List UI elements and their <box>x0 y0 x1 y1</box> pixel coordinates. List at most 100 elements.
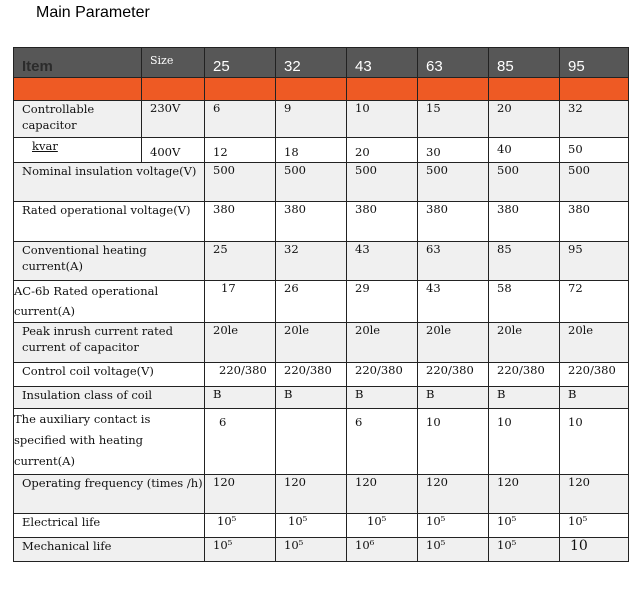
operational-voltage-label: Rated operational voltage(V) <box>13 201 205 242</box>
coil-voltage-label: Control coil voltage(V) <box>13 362 205 387</box>
capacitor-230v-value: 9 <box>275 100 347 138</box>
insulation-voltage-value: 500 <box>275 162 347 202</box>
operational-voltage-value: 380 <box>275 201 347 242</box>
mechanical-life-value: 10⁵ <box>488 537 560 562</box>
coil-insulation-value: B <box>275 386 347 409</box>
auxiliary-contact-value: 10 <box>417 408 489 475</box>
coil-insulation-value: B <box>204 386 276 409</box>
auxiliary-contact-value: 10 <box>488 408 560 475</box>
operational-voltage-value: 380 <box>559 201 629 242</box>
operating-frequency-value: 120 <box>488 474 560 514</box>
mechanical-life-row: Mechanical life 10⁵ 10⁵ 10⁶ 10⁵ 10⁵ 10 <box>13 537 629 562</box>
header-row: Item Size 25 32 43 63 85 95 <box>13 47 629 78</box>
capacitor-230v-value: 6 <box>204 100 276 138</box>
item-header: Item <box>13 47 142 78</box>
coil-voltage-value: 220/380 <box>204 362 276 387</box>
capacitor-400v-row: kvar 400V 12 18 20 30 40 50 <box>13 137 629 163</box>
capacitor-230v-row: Controllable capacitor 230V 6 9 10 15 20… <box>13 100 629 138</box>
ac6b-current-value: 17 <box>204 280 276 323</box>
operating-frequency-value: 120 <box>559 474 629 514</box>
peak-inrush-value: 20le <box>275 322 347 363</box>
operating-frequency-label: Operating frequency (times /h) <box>13 474 205 514</box>
capacitor-230v-label: 230V <box>141 100 205 138</box>
operational-voltage-row: Rated operational voltage(V) 380 380 380… <box>13 201 629 242</box>
mechanical-life-value: 10⁵ <box>204 537 276 562</box>
ac6b-current-value: 26 <box>275 280 347 323</box>
peak-inrush-row: Peak inrush current rated current of cap… <box>13 322 629 363</box>
capacitor-230v-value: 15 <box>417 100 489 138</box>
page-title: Main Parameter <box>36 4 150 21</box>
auxiliary-contact-row: The auxiliary contact is specified with … <box>13 408 629 475</box>
coil-voltage-value: 220/380 <box>346 362 418 387</box>
heating-current-value: 63 <box>417 241 489 281</box>
operational-voltage-value: 380 <box>346 201 418 242</box>
coil-voltage-row: Control coil voltage(V) 220/380 220/380 … <box>13 362 629 387</box>
coil-voltage-value: 220/380 <box>559 362 629 387</box>
operational-voltage-value: 380 <box>204 201 276 242</box>
heating-current-value: 25 <box>204 241 276 281</box>
main-parameter-table: Item Size 25 32 43 63 85 95 Controllable… <box>13 47 629 562</box>
capacitor-label: Controllable capacitor <box>13 100 142 138</box>
coil-voltage-value: 220/380 <box>417 362 489 387</box>
insulation-voltage-value: 500 <box>488 162 560 202</box>
size-header: Size <box>141 47 205 78</box>
size-43-header: 43 <box>346 47 418 78</box>
ac6b-current-value: 72 <box>559 280 629 323</box>
ac6b-current-label: AC-6b Rated operational current(A) <box>13 280 205 323</box>
peak-inrush-label: Peak inrush current rated current of cap… <box>13 322 205 363</box>
auxiliary-contact-label: The auxiliary contact is specified with … <box>13 408 205 475</box>
heating-current-label: Conventional heating current(A) <box>13 241 205 281</box>
operating-frequency-value: 120 <box>346 474 418 514</box>
ac6b-current-value: 58 <box>488 280 560 323</box>
mechanical-life-value: 10⁵ <box>417 537 489 562</box>
mechanical-life-value: 10⁶ <box>346 537 418 562</box>
operating-frequency-row: Operating frequency (times /h) 120 120 1… <box>13 474 629 514</box>
size-63-header: 63 <box>417 47 489 78</box>
coil-voltage-value: 220/380 <box>275 362 347 387</box>
mechanical-life-value: 10⁵ <box>275 537 347 562</box>
kvar-label: kvar <box>13 137 142 163</box>
size-32-header: 32 <box>275 47 347 78</box>
size-85-header: 85 <box>488 47 560 78</box>
size-95-header: 95 <box>559 47 629 78</box>
capacitor-230v-value: 20 <box>488 100 560 138</box>
operating-frequency-value: 120 <box>204 474 276 514</box>
coil-voltage-value: 220/380 <box>488 362 560 387</box>
electrical-life-value: 10⁵ <box>417 513 489 538</box>
electrical-life-label: Electrical life <box>13 513 205 538</box>
peak-inrush-value: 20le <box>417 322 489 363</box>
electrical-life-value: 10⁵ <box>488 513 560 538</box>
capacitor-400v-value: 18 <box>275 137 347 163</box>
capacitor-400v-value: 40 <box>488 137 560 163</box>
coil-insulation-label: Insulation class of coil <box>13 386 205 409</box>
auxiliary-contact-value: 6 <box>346 408 418 475</box>
orange-band-row <box>13 77 629 101</box>
operating-frequency-value: 120 <box>417 474 489 514</box>
coil-insulation-value: B <box>417 386 489 409</box>
mechanical-life-label: Mechanical life <box>13 537 205 562</box>
insulation-voltage-value: 500 <box>417 162 489 202</box>
insulation-voltage-value: 500 <box>204 162 276 202</box>
capacitor-230v-value: 32 <box>559 100 629 138</box>
ac6b-current-value: 29 <box>346 280 418 323</box>
operating-frequency-value: 120 <box>275 474 347 514</box>
mechanical-life-value: 10 <box>559 537 629 562</box>
heating-current-value: 43 <box>346 241 418 281</box>
peak-inrush-value: 20le <box>346 322 418 363</box>
electrical-life-value: 10⁵ <box>559 513 629 538</box>
insulation-voltage-row: Nominal insulation voltage(V) 500 500 50… <box>13 162 629 202</box>
peak-inrush-value: 20le <box>204 322 276 363</box>
ac6b-current-value: 43 <box>417 280 489 323</box>
coil-insulation-value: B <box>559 386 629 409</box>
insulation-voltage-value: 500 <box>559 162 629 202</box>
insulation-voltage-value: 500 <box>346 162 418 202</box>
capacitor-400v-value: 30 <box>417 137 489 163</box>
peak-inrush-value: 20le <box>488 322 560 363</box>
electrical-life-value: 10⁵ <box>204 513 276 538</box>
peak-inrush-value: 20le <box>559 322 629 363</box>
capacitor-400v-label: 400V <box>141 137 205 163</box>
heating-current-row: Conventional heating current(A) 25 32 43… <box>13 241 629 281</box>
coil-insulation-value: B <box>488 386 560 409</box>
capacitor-400v-value: 20 <box>346 137 418 163</box>
heating-current-value: 85 <box>488 241 560 281</box>
